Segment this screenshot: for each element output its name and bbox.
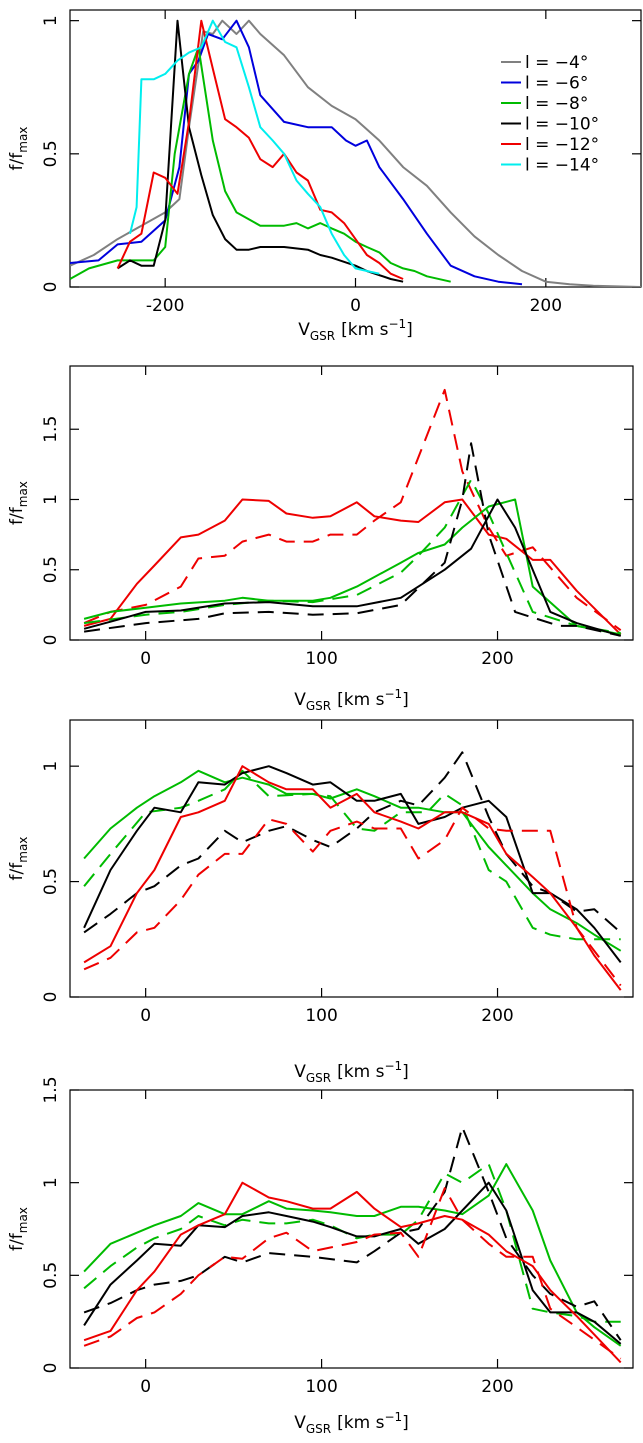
x-tick-label: 200 [530,296,562,316]
x-tick-label: 200 [481,1377,513,1397]
legend-label: l = −14° [525,156,599,176]
x-label-sup: −1 [384,1059,402,1073]
x-axis-label: VGSR [km s−1] [294,1410,409,1436]
x-axis-label: VGSR [km s−1] [294,687,409,713]
series-line [83,1163,621,1323]
legend-label: l = −4° [525,53,588,73]
legend-label: l = −6° [525,74,588,94]
y-tick-label: 0 [41,282,61,293]
legend-label: l = −10° [525,115,599,135]
x-tick-label: 0 [140,1377,151,1397]
y-tick-label: 1 [41,761,61,772]
x-tick-label: 0 [140,649,151,669]
y-label-sub: max [16,481,30,507]
x-label-end: ] [402,690,409,710]
y-label-main: f/f [7,1232,27,1251]
x-label-sup: −1 [388,317,406,331]
y-label-main: f/f [7,506,27,525]
plot-frame [69,1089,634,1369]
x-label-unit: [km s [337,690,384,710]
plot-frame [69,365,634,641]
series-line [83,498,622,636]
series-line [83,1126,622,1341]
y-tick-label: 1.5 [41,1076,61,1103]
series-line [83,1181,622,1345]
series-line [83,1181,622,1364]
x-label-end: ] [406,320,413,340]
y-tick-label: 1 [41,1177,61,1188]
y-tick-label: 1.5 [41,416,61,443]
series-line [70,46,451,283]
y-label-sub: max [16,837,30,863]
y-tick-label: 0 [41,635,61,646]
x-tick-label: 100 [305,649,337,669]
x-label-end: ] [402,1062,409,1082]
series-line [83,498,621,636]
x-tick-label: 200 [481,1006,513,1026]
series-line [83,765,622,991]
y-axis-label: f/fmax [7,1207,30,1251]
y-label-sub: max [16,1207,30,1233]
x-label-sub: GSR [306,699,331,713]
y-tick-label: 1 [41,15,61,26]
series-line [83,765,622,964]
x-label-main: V [294,1413,306,1433]
series-line [116,19,404,280]
x-label-sup: −1 [384,1410,402,1424]
series-line [83,1163,622,1347]
y-tick-label: 0 [41,992,61,1003]
x-label-unit: [km s [337,1413,384,1433]
x-label-main: V [294,690,306,710]
x-tick-label: 100 [305,1006,337,1026]
x-label-unit: [km s [337,1062,384,1082]
plot-frame [69,719,634,998]
x-axis-label: VGSR [km s−1] [294,1059,409,1085]
series-line [83,769,621,941]
y-tick-label: 1 [41,494,61,505]
x-label-unit: [km s [341,320,388,340]
series-line [83,478,621,634]
series-line [83,751,622,934]
y-tick-label: 0.5 [41,140,61,167]
x-label-sub: GSR [306,1071,331,1085]
x-label-main: V [298,320,310,340]
x-label-end: ] [402,1413,409,1433]
y-tick-label: 0.5 [41,556,61,583]
series-line [83,442,621,637]
y-axis-label: f/fmax [7,127,30,171]
series-line [129,19,380,275]
series-line [117,19,404,283]
x-axis-label: VGSR [km s−1] [298,317,413,343]
y-tick-label: 0.5 [41,868,61,895]
series-line [70,19,523,286]
y-tick-label: 0 [41,1363,61,1374]
x-tick-label: 100 [305,1377,337,1397]
x-label-sup: −1 [384,687,402,701]
y-label-sub: max [16,127,30,153]
y-tick-label: 0.5 [41,1262,61,1289]
x-label-main: V [294,1062,306,1082]
series-line [83,806,622,987]
y-axis-label: f/fmax [7,481,30,525]
y-label-main: f/f [7,152,27,171]
y-label-main: f/f [7,862,27,881]
legend-label: l = −8° [525,94,588,114]
x-label-sub: GSR [310,329,335,343]
series-line [70,19,641,287]
legend-label: l = −12° [525,135,599,155]
series-line [83,498,621,637]
x-tick-label: 200 [481,649,513,669]
series-line [83,1187,622,1360]
y-axis-label: f/fmax [7,837,30,881]
x-label-sub: GSR [306,1422,331,1436]
x-tick-label: -200 [146,296,185,316]
x-tick-label: 0 [350,296,361,316]
x-tick-label: 0 [140,1006,151,1026]
